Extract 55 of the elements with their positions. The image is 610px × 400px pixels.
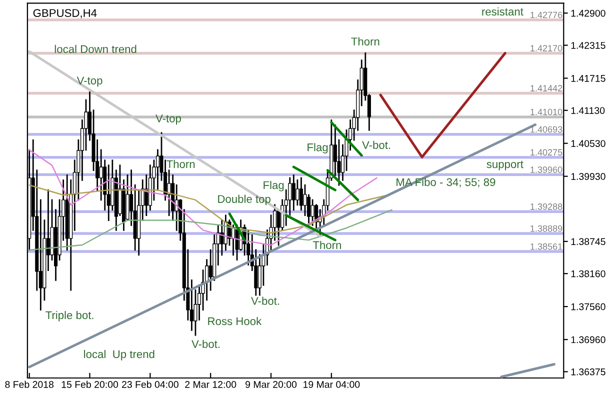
- y-tick-label: 1.36960: [571, 336, 606, 344]
- x-tick-label: 23 Feb 04:00: [122, 380, 178, 388]
- candlestick: [99, 149, 103, 201]
- x-tick-label: 2 Mar 12:00: [185, 381, 236, 388]
- y-tick-label: 1.40530: [571, 140, 606, 147]
- ref-line-label: 1.40693: [530, 126, 562, 133]
- ref-line-label: 1.41442: [530, 85, 562, 92]
- annotation: resistant: [482, 7, 524, 16]
- ref-line-label: 1.42776: [530, 12, 562, 18]
- candlestick: [296, 179, 300, 206]
- y-tick-label: 1.38745: [571, 238, 606, 246]
- annotation: local Up trend: [84, 350, 154, 360]
- x-tick-label: 9 Mar 20:00: [246, 381, 297, 388]
- candlestick: [276, 209, 280, 246]
- y-tick-label: 1.38160: [571, 270, 606, 278]
- chart-title: GBPUSD,H4: [33, 9, 97, 18]
- ref-line-label: 1.40275: [530, 149, 562, 156]
- annotation: Ross Hook: [208, 316, 262, 326]
- y-tick-label: 1.42900: [571, 10, 606, 17]
- ref-line-label: 1.41010: [530, 108, 562, 116]
- y-tick-label: 1.41715: [571, 75, 606, 82]
- annotation: V-bot.: [362, 140, 390, 149]
- x-tick-label: 19 Mar 04:00: [304, 381, 360, 388]
- annotation: Double top: [218, 194, 270, 206]
- candlestick: [167, 170, 171, 216]
- annotation: local Down trend: [54, 44, 136, 54]
- annotation: Thorn: [312, 240, 341, 250]
- annotation: V-bot.: [192, 340, 220, 348]
- annotation: Thorn: [351, 37, 380, 46]
- ref-line-label: 1.39288: [530, 203, 562, 210]
- annotation: V-bot.: [251, 296, 280, 305]
- annotation: Triple bot.: [46, 310, 94, 322]
- annotation: support: [486, 160, 524, 170]
- ref-line-label: 1.38561: [530, 243, 562, 250]
- annotation: Flag: [264, 180, 284, 192]
- candlestick: [174, 184, 178, 231]
- annotation: Flag: [308, 143, 328, 154]
- candlestick: [220, 220, 224, 256]
- y-tick-label: 1.42315: [571, 42, 606, 49]
- annotation: MA Fibo - 34; 55; 89: [396, 178, 496, 188]
- y-tick-label: 1.41130: [571, 107, 605, 114]
- y-tick-label: 1.36375: [571, 368, 606, 376]
- annotation: Thorn: [166, 160, 195, 168]
- line-series: [28, 209, 392, 251]
- annotation: V-top: [76, 76, 102, 87]
- x-tick-label: 15 Feb 20:00: [62, 380, 118, 388]
- y-tick-label: 1.39930: [571, 173, 606, 180]
- candlestick: [292, 174, 296, 211]
- ref-line-label: 1.39960: [530, 166, 562, 173]
- annotation: V-top: [156, 114, 181, 125]
- y-tick-label: 1.37560: [571, 303, 606, 310]
- ref-line-label: 1.38889: [530, 225, 562, 232]
- candlestick: [310, 199, 314, 226]
- x-tick-label: 8 Feb 2018: [5, 380, 54, 388]
- ref-line-label: 1.42170: [530, 45, 562, 52]
